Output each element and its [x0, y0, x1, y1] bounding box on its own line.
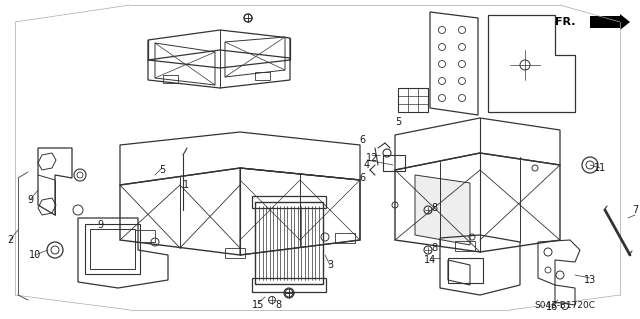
Bar [335, 233, 355, 243]
Text: 8: 8 [431, 203, 437, 213]
Text: 15: 15 [252, 300, 264, 310]
Polygon shape [415, 175, 470, 245]
Bar [252, 278, 326, 292]
Bar [255, 202, 323, 284]
Text: 13: 13 [584, 275, 596, 285]
Text: 6: 6 [359, 173, 365, 183]
Text: 6: 6 [359, 135, 365, 145]
FancyArrow shape [590, 14, 630, 30]
Bar [163, 75, 178, 83]
Text: 1: 1 [183, 180, 189, 190]
Text: 12: 12 [366, 153, 378, 163]
Text: 2: 2 [7, 235, 13, 245]
Bar [85, 224, 140, 274]
Bar [135, 230, 155, 242]
Text: 14: 14 [424, 255, 436, 265]
Text: 9: 9 [97, 220, 103, 230]
Text: S043-B1720C: S043-B1720C [534, 300, 595, 309]
Text: 5: 5 [159, 165, 165, 175]
Text: 7: 7 [632, 205, 638, 215]
Text: 9: 9 [27, 195, 33, 205]
Bar [225, 248, 245, 258]
Text: 4: 4 [364, 160, 370, 170]
Text: 8: 8 [275, 300, 281, 310]
Text: 16: 16 [546, 302, 558, 312]
Bar [255, 72, 270, 80]
Text: 3: 3 [327, 260, 333, 270]
Bar [448, 258, 483, 283]
Bar [383, 155, 405, 171]
Bar [90, 229, 135, 269]
Text: FR.: FR. [556, 17, 576, 27]
Text: 8: 8 [431, 243, 437, 253]
Text: 11: 11 [594, 163, 606, 173]
Bar [455, 241, 475, 251]
Bar [252, 196, 326, 208]
Text: 10: 10 [29, 250, 41, 260]
Text: 5: 5 [395, 117, 401, 127]
